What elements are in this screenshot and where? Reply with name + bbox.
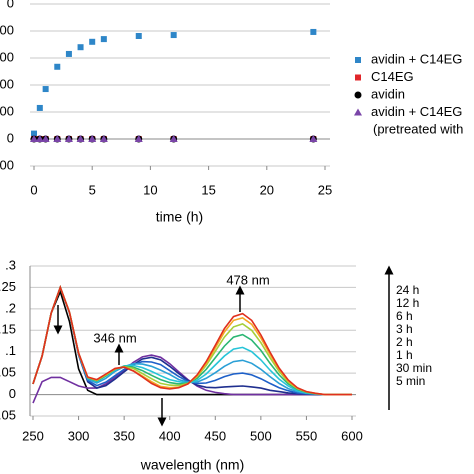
data-point <box>76 135 85 142</box>
x-tick-label: 550 <box>296 428 318 443</box>
legend-label: 2 h <box>396 335 413 349</box>
y-tick-label: 00 <box>0 103 14 118</box>
legend-label: 3 h <box>396 322 413 336</box>
data-point <box>88 135 97 142</box>
legend-label: 30 min <box>396 361 432 375</box>
legend-label: C14EG <box>371 69 414 84</box>
x-tick-label: 300 <box>68 428 90 443</box>
legend-marker <box>354 108 362 116</box>
data-point <box>41 135 50 142</box>
annotation: 346 nm <box>93 330 136 345</box>
legend-marker <box>355 57 361 63</box>
x-tick-label: 15 <box>201 182 215 197</box>
x-tick-label: 400 <box>159 428 181 443</box>
y-tick-label: 0 <box>7 0 14 10</box>
legend-label: 6 h <box>396 309 413 323</box>
y-tick-label: .25 <box>0 279 16 294</box>
x-tick-label: 5 <box>89 182 96 197</box>
data-point <box>64 135 73 142</box>
x-tick-label: 350 <box>113 428 135 443</box>
data-point <box>30 135 38 142</box>
y-tick-label: .05 <box>0 407 16 422</box>
legend-marker <box>355 74 361 81</box>
data-point <box>31 130 37 137</box>
y-tick-label: 0 <box>7 130 14 145</box>
data-point <box>134 135 143 142</box>
data-point <box>309 135 318 142</box>
data-point <box>65 50 72 57</box>
data-point <box>36 104 43 111</box>
y-tick-label: .05 <box>0 365 16 380</box>
data-point <box>89 38 96 45</box>
legend-label: 24 h <box>396 283 419 297</box>
y-tick-label: 0 <box>9 386 16 401</box>
y-tick-label: .15 <box>0 322 16 337</box>
legend-label: avidin + C14EG <box>371 104 462 119</box>
data-point <box>310 28 317 35</box>
spectrum-line <box>32 285 352 396</box>
data-point <box>135 32 142 39</box>
y-tick-label: 00 <box>0 157 14 172</box>
legend-marker <box>354 91 362 99</box>
data-point <box>169 135 178 142</box>
x-tick-label: 0 <box>30 182 37 197</box>
y-tick-label: 00 <box>0 49 14 64</box>
data-point <box>53 135 62 142</box>
x-tick-label: 500 <box>250 428 272 443</box>
x-tick-label: 20 <box>260 182 274 197</box>
legend-label: 1 h <box>396 348 413 362</box>
x-axis-title: time (h) <box>156 209 203 225</box>
data-point <box>54 63 61 70</box>
y-tick-label: 00 <box>0 22 14 37</box>
x-tick-label: 600 <box>341 428 363 443</box>
x-tick-label: 250 <box>22 428 44 443</box>
data-point <box>170 32 177 39</box>
y-tick-label: 00 <box>0 76 14 91</box>
data-point <box>35 135 44 142</box>
x-axis-title: wavelength (nm) <box>140 457 245 473</box>
legend-label: 12 h <box>396 296 419 310</box>
x-tick-label: 10 <box>143 182 157 197</box>
data-point <box>100 36 107 43</box>
y-tick-label: .1 <box>5 343 16 358</box>
legend-label: avidin + C14EG <box>371 51 462 66</box>
legend-label: 5 min <box>396 374 425 388</box>
legend-label: avidin <box>371 86 405 101</box>
legend-note: (pretreated with <box>373 121 463 136</box>
x-tick-label: 450 <box>204 428 226 443</box>
annotation: 478 nm <box>226 272 269 287</box>
data-point <box>42 86 49 93</box>
x-tick-label: 25 <box>318 182 332 197</box>
y-tick-label: .3 <box>5 257 16 272</box>
y-tick-label: .2 <box>5 300 16 315</box>
data-point <box>77 44 84 51</box>
data-point <box>99 135 108 142</box>
